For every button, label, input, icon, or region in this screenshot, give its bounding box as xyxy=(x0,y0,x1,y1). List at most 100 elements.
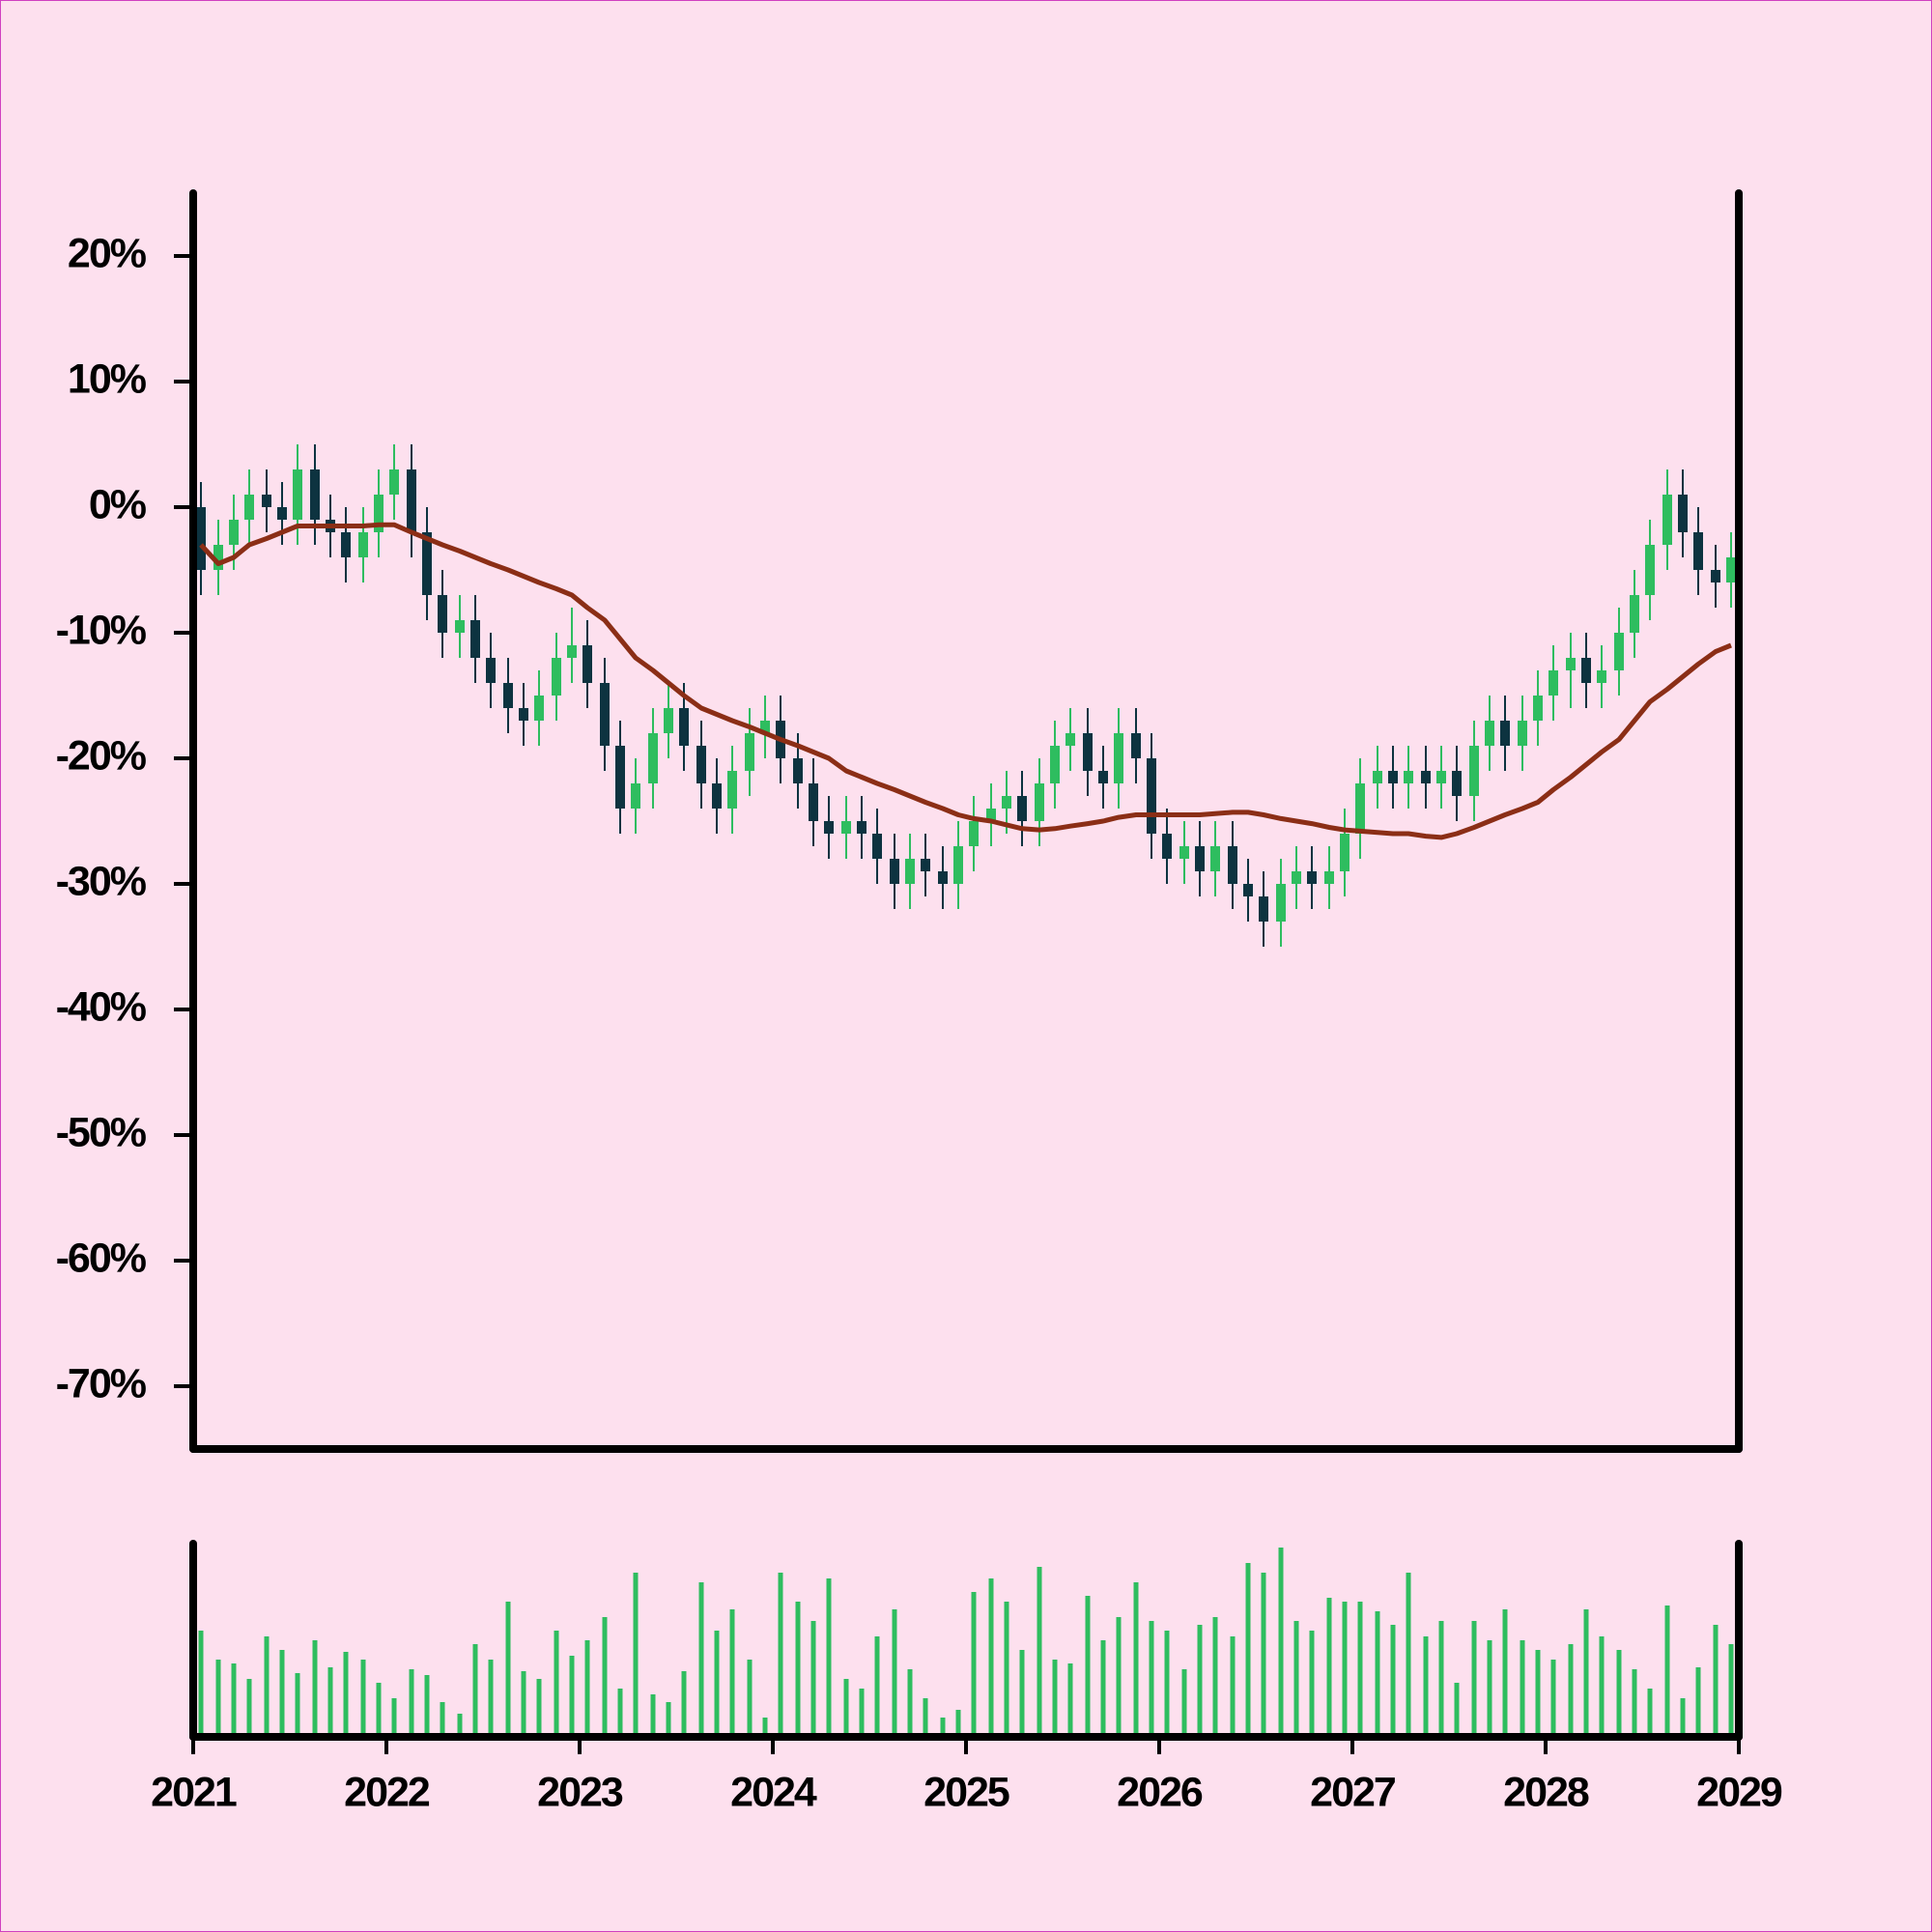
candle-body xyxy=(1050,746,1060,783)
volume-bar xyxy=(1230,1636,1236,1737)
volume-bar xyxy=(1149,1621,1154,1737)
volume-bar xyxy=(1261,1573,1266,1737)
volume-bar xyxy=(536,1679,542,1737)
candle-body xyxy=(1469,746,1479,796)
candle-body xyxy=(872,834,882,859)
candle-body xyxy=(615,746,625,809)
candle-body xyxy=(921,859,930,871)
volume-bar xyxy=(1599,1636,1605,1737)
volume-bar xyxy=(1085,1596,1091,1737)
candle-body xyxy=(712,783,722,809)
candle-body xyxy=(1452,771,1462,796)
candle-body xyxy=(631,783,640,809)
candle-body xyxy=(358,532,368,557)
candle-body xyxy=(1678,495,1688,532)
candle-body xyxy=(519,708,528,721)
volume-bar xyxy=(1133,1582,1139,1737)
candle-body xyxy=(567,645,577,658)
candle-body xyxy=(1355,783,1365,834)
candle-body xyxy=(1162,834,1172,859)
volume-bar xyxy=(1647,1689,1653,1737)
volume-bar xyxy=(1052,1660,1058,1737)
volume-bar xyxy=(633,1573,639,1737)
volume-bar xyxy=(231,1663,237,1737)
candle-body xyxy=(600,683,610,746)
volume-bar xyxy=(343,1652,349,1737)
volume-bar xyxy=(409,1669,414,1737)
candle-body xyxy=(1307,871,1317,884)
volume-bar xyxy=(602,1617,608,1737)
volume-bar xyxy=(650,1694,656,1737)
candle-body xyxy=(1566,658,1576,670)
volume-bar xyxy=(312,1640,318,1737)
candle-body xyxy=(1210,846,1220,871)
volume-bar xyxy=(1004,1602,1009,1737)
volume-bar xyxy=(1568,1644,1574,1737)
candle-body xyxy=(1228,846,1237,884)
candle-body xyxy=(1518,721,1527,746)
candle-body xyxy=(1711,570,1720,582)
volume-bar xyxy=(1390,1625,1396,1737)
candle-body xyxy=(1693,532,1703,570)
candle-body xyxy=(277,507,287,520)
candle-body xyxy=(1114,733,1123,783)
candle-body xyxy=(1404,771,1413,783)
volume-bar xyxy=(1616,1650,1622,1737)
candle-body xyxy=(1292,871,1301,884)
volume-bar xyxy=(1695,1667,1701,1737)
candle-body xyxy=(486,658,496,683)
candle-body xyxy=(696,746,706,783)
volume-bar xyxy=(521,1671,526,1737)
volume-bar xyxy=(1019,1650,1025,1737)
volume-bar xyxy=(198,1631,204,1737)
volume-bar xyxy=(843,1679,849,1737)
volume-bar xyxy=(1423,1636,1429,1737)
candle-body xyxy=(196,507,206,570)
candle-body xyxy=(857,821,867,834)
candle-body xyxy=(213,545,223,570)
volume-bar xyxy=(1375,1611,1380,1737)
volume-bar xyxy=(971,1592,977,1737)
volume-bar xyxy=(327,1667,333,1737)
x-tick-label: 2021 xyxy=(151,1769,237,1815)
y-tick-label: -60% xyxy=(56,1235,147,1281)
volume-bar xyxy=(1520,1640,1525,1737)
candle-body xyxy=(1597,670,1606,683)
candle-body xyxy=(1726,557,1736,582)
volume-bar xyxy=(1728,1644,1734,1737)
volume-bar xyxy=(472,1644,478,1737)
candle-body xyxy=(1243,884,1253,896)
candle-body xyxy=(1533,696,1543,721)
volume-bar xyxy=(810,1621,816,1737)
candle-body xyxy=(938,871,948,884)
volume-bar xyxy=(1357,1602,1363,1737)
candle-body xyxy=(1388,771,1398,783)
candle-body xyxy=(986,809,996,821)
volume-bar xyxy=(1438,1621,1444,1737)
volume-bar xyxy=(1713,1625,1719,1737)
y-tick-label: 10% xyxy=(68,355,147,402)
candle-body xyxy=(809,783,818,821)
candle-body xyxy=(905,859,915,884)
y-tick-label: 0% xyxy=(89,481,147,527)
x-tick-label: 2026 xyxy=(1117,1769,1203,1815)
candle-body xyxy=(760,721,770,733)
volume-bar xyxy=(457,1714,463,1737)
volume-bar xyxy=(762,1718,768,1737)
volume-bar xyxy=(1067,1663,1073,1737)
volume-bar xyxy=(295,1673,300,1737)
volume-bar xyxy=(440,1702,445,1737)
volume-bar xyxy=(1100,1640,1106,1737)
candle-body xyxy=(1195,846,1205,871)
volume-bar xyxy=(215,1660,221,1737)
volume-bar xyxy=(874,1636,880,1737)
candle-body xyxy=(1581,658,1591,683)
volume-bar xyxy=(907,1669,913,1737)
x-tick-label: 2028 xyxy=(1503,1769,1589,1815)
candle-body xyxy=(244,495,254,520)
volume-bar xyxy=(859,1689,865,1737)
candle-body xyxy=(341,532,351,557)
volume-bar xyxy=(826,1578,832,1737)
